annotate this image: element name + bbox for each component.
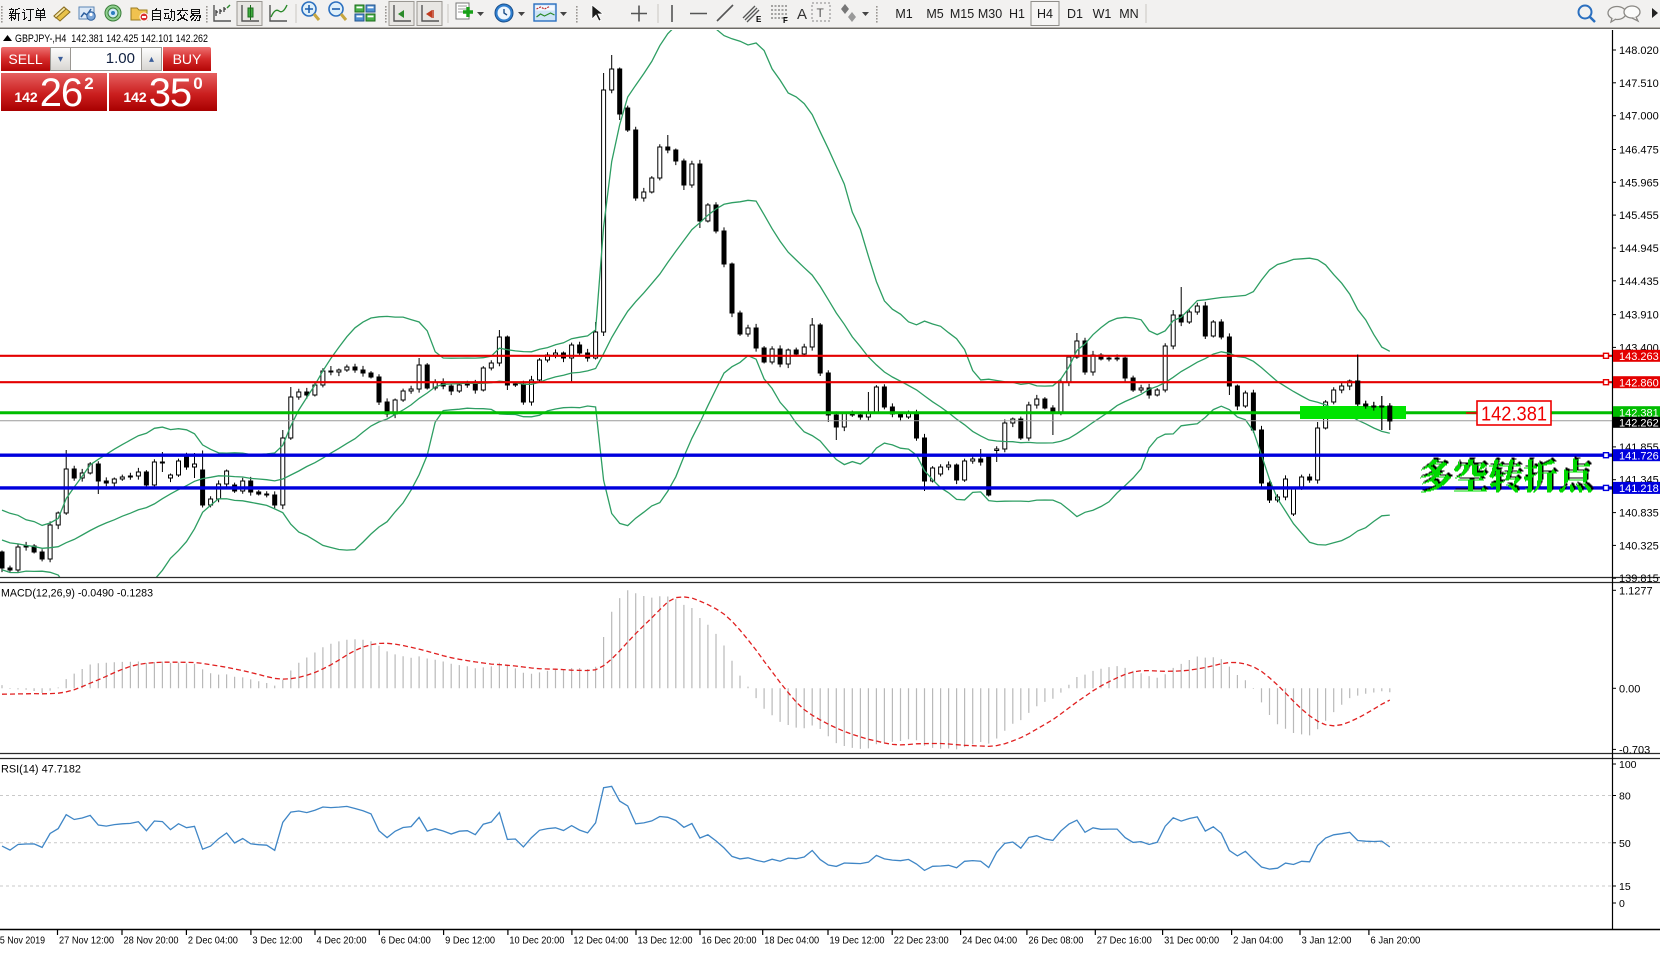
- svg-text:143.910: 143.910: [1619, 310, 1659, 322]
- svg-text:16 Dec 20:00: 16 Dec 20:00: [702, 935, 757, 947]
- svg-text:24 Dec 04:00: 24 Dec 04:00: [962, 935, 1017, 947]
- svg-text:2 Jan 04:00: 2 Jan 04:00: [1233, 935, 1283, 947]
- svg-text:144.945: 144.945: [1619, 243, 1659, 255]
- svg-text:E: E: [756, 15, 762, 24]
- svg-text:H4: H4: [1037, 7, 1053, 21]
- svg-text:140.835: 140.835: [1619, 508, 1659, 520]
- svg-text:143.263: 143.263: [1619, 351, 1659, 363]
- svg-text:M5: M5: [926, 7, 943, 21]
- svg-text:H1: H1: [1009, 7, 1025, 21]
- svg-text:50: 50: [1619, 838, 1631, 850]
- svg-text:M15: M15: [950, 7, 974, 21]
- svg-text:13 Dec 12:00: 13 Dec 12:00: [638, 935, 693, 947]
- svg-text:6 Jan 20:00: 6 Jan 20:00: [1370, 935, 1420, 947]
- svg-text:25 Nov 2019: 25 Nov 2019: [0, 935, 45, 947]
- svg-text:F: F: [783, 16, 788, 25]
- svg-text:15: 15: [1619, 881, 1631, 893]
- svg-text:142.860: 142.860: [1619, 377, 1659, 389]
- svg-text:142.381: 142.381: [1481, 404, 1547, 426]
- svg-text:141.218: 141.218: [1619, 483, 1659, 495]
- svg-text:146.475: 146.475: [1619, 145, 1659, 157]
- svg-text:D1: D1: [1067, 7, 1083, 21]
- svg-text:147.000: 147.000: [1619, 111, 1659, 123]
- svg-text:145.965: 145.965: [1619, 177, 1659, 189]
- svg-text:-0.703: -0.703: [1619, 744, 1650, 756]
- svg-text:GBPJPY-,H4 142.381 142.425 14: GBPJPY-,H4 142.381 142.425 142.101 142.2…: [15, 33, 208, 45]
- svg-text:27 Dec 16:00: 27 Dec 16:00: [1097, 935, 1152, 947]
- svg-text:MACD(12,26,9) -0.0490 -0.1283: MACD(12,26,9) -0.0490 -0.1283: [1, 588, 153, 600]
- svg-text:1.1277: 1.1277: [1619, 585, 1653, 597]
- svg-text:31 Dec 00:00: 31 Dec 00:00: [1164, 935, 1219, 947]
- svg-text:T: T: [817, 6, 825, 20]
- svg-text:3 Jan 12:00: 3 Jan 12:00: [1302, 935, 1352, 947]
- svg-text:142.262: 142.262: [1619, 418, 1659, 430]
- svg-text:M1: M1: [895, 7, 912, 21]
- svg-text:19 Dec 12:00: 19 Dec 12:00: [830, 935, 885, 947]
- svg-text:18 Dec 04:00: 18 Dec 04:00: [764, 935, 819, 947]
- svg-text:4 Dec 20:00: 4 Dec 20:00: [317, 935, 367, 947]
- svg-text:147.510: 147.510: [1619, 78, 1659, 90]
- svg-text:26 Dec 08:00: 26 Dec 08:00: [1028, 935, 1083, 947]
- svg-text:142.381: 142.381: [1619, 407, 1659, 419]
- svg-text:RSI(14) 47.7182: RSI(14) 47.7182: [1, 764, 81, 776]
- svg-text:141.726: 141.726: [1619, 450, 1659, 462]
- svg-text:MN: MN: [1119, 7, 1138, 21]
- svg-text:0.00: 0.00: [1619, 683, 1640, 695]
- svg-text:139.815: 139.815: [1619, 573, 1659, 585]
- svg-text:W1: W1: [1093, 7, 1112, 21]
- svg-text:100: 100: [1619, 759, 1637, 771]
- svg-text:80: 80: [1619, 791, 1631, 803]
- svg-text:27 Nov 12:00: 27 Nov 12:00: [59, 935, 114, 947]
- svg-text:2 Dec 04:00: 2 Dec 04:00: [188, 935, 238, 947]
- svg-text:28 Nov 20:00: 28 Nov 20:00: [124, 935, 179, 947]
- svg-text:0: 0: [1619, 898, 1625, 910]
- svg-text:22 Dec 23:00: 22 Dec 23:00: [894, 935, 949, 947]
- svg-text:140.325: 140.325: [1619, 540, 1659, 552]
- svg-text:3 Dec 12:00: 3 Dec 12:00: [252, 935, 302, 947]
- svg-text:12 Dec 04:00: 12 Dec 04:00: [573, 935, 628, 947]
- svg-text:148.020: 148.020: [1619, 45, 1659, 57]
- svg-text:M30: M30: [978, 7, 1002, 21]
- svg-text:145.455: 145.455: [1619, 210, 1659, 222]
- svg-text:9 Dec 12:00: 9 Dec 12:00: [445, 935, 495, 947]
- svg-text:A: A: [797, 6, 807, 23]
- svg-text:10 Dec 20:00: 10 Dec 20:00: [509, 935, 564, 947]
- svg-text:6 Dec 04:00: 6 Dec 04:00: [381, 935, 431, 947]
- svg-text:144.435: 144.435: [1619, 276, 1659, 288]
